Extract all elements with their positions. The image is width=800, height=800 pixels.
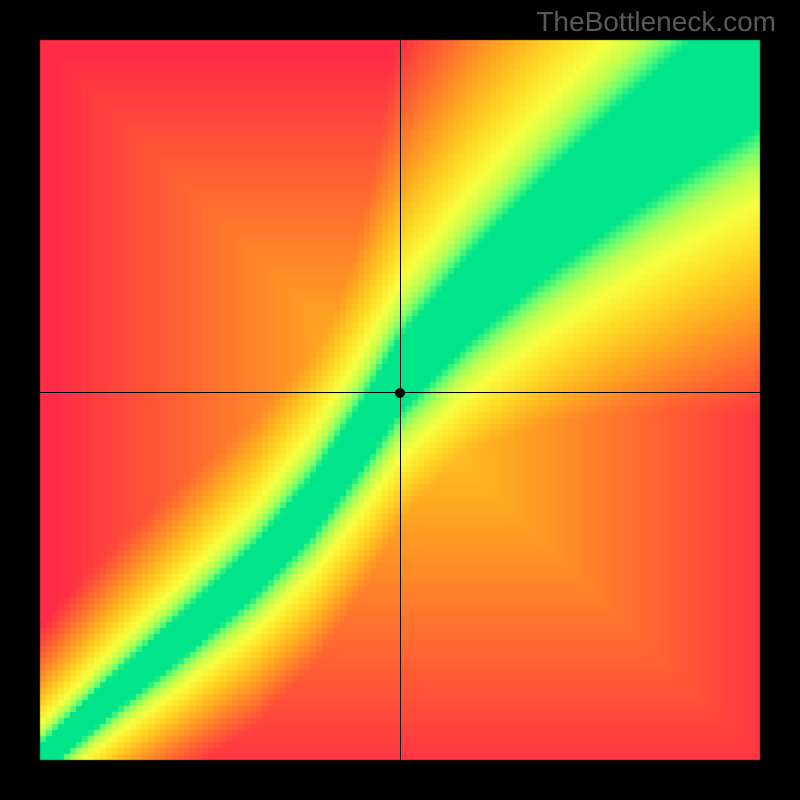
crosshair-marker [395,388,405,398]
watermark-text: TheBottleneck.com [536,6,776,38]
crosshair-vertical [400,40,401,760]
